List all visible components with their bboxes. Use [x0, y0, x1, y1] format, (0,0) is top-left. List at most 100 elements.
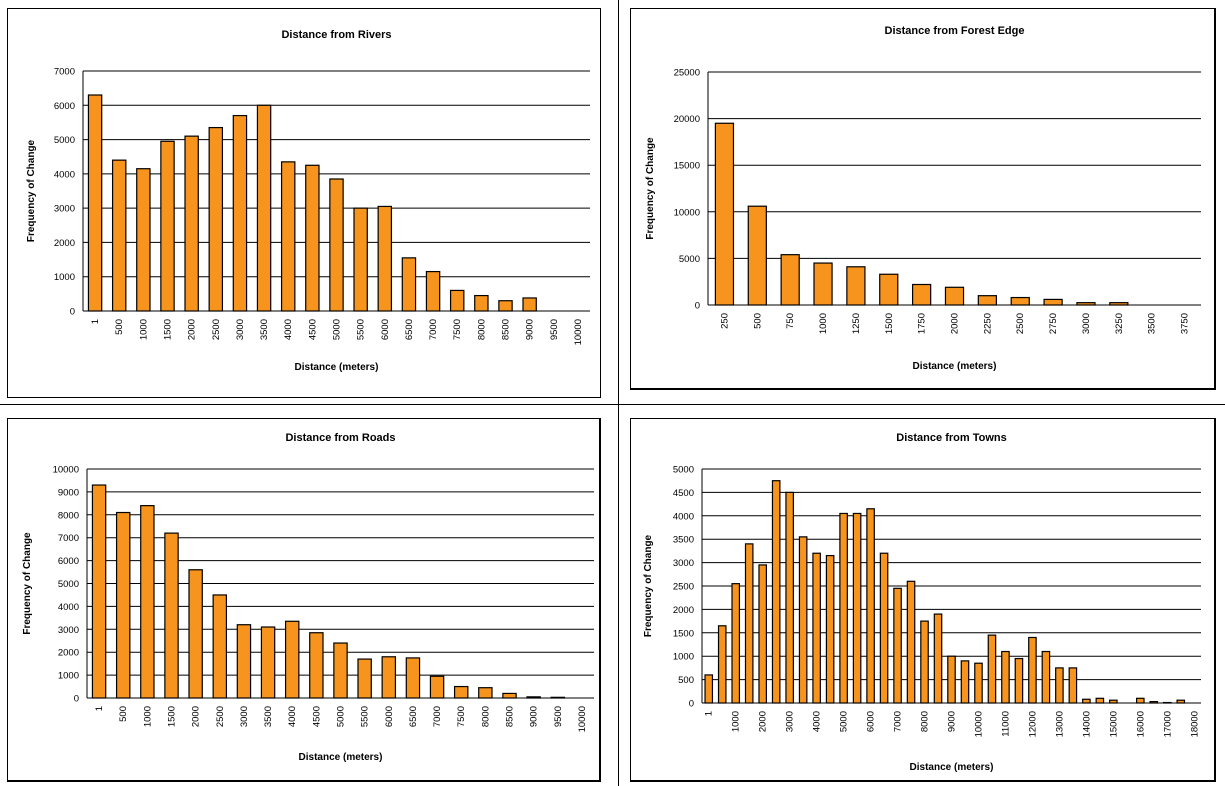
x-axis-label: Distance (meters) — [299, 752, 383, 763]
x-tick-label: 2000 — [758, 711, 769, 732]
bar — [747, 205, 767, 306]
bar — [91, 484, 107, 699]
x-tick-label: 1000 — [731, 711, 742, 732]
y-tick-label: 10000 — [674, 207, 700, 218]
vertical-divider — [618, 0, 619, 786]
bar — [798, 536, 808, 704]
bar — [960, 660, 970, 704]
bar — [429, 675, 445, 699]
x-tick-label: 3000 — [1081, 313, 1092, 334]
bar — [164, 532, 179, 699]
x-tick-label: 10000 — [573, 319, 584, 345]
bar — [550, 696, 566, 699]
x-tick-label: 750 — [785, 313, 796, 329]
y-tick-label: 5000 — [58, 579, 79, 590]
x-tick-label: 4500 — [311, 706, 322, 727]
y-tick-label: 0 — [70, 307, 75, 318]
y-tick-label: 1000 — [673, 652, 694, 663]
x-tick-label: 7000 — [432, 706, 443, 727]
x-tick-label: 12000 — [1027, 711, 1038, 737]
bar — [947, 655, 956, 704]
x-tick-label: 9000 — [529, 706, 540, 727]
bar — [1176, 699, 1186, 704]
bar — [405, 657, 421, 699]
x-tick-label: 6000 — [866, 711, 877, 732]
chart-title: Distance from Forest Edge — [885, 25, 1025, 37]
y-tick-label: 1000 — [54, 272, 75, 283]
x-tick-label: 3000 — [235, 319, 246, 340]
bar — [478, 687, 493, 699]
x-tick-label: 3250 — [1114, 313, 1125, 334]
x-tick-label: 1500 — [163, 319, 174, 340]
bar — [425, 270, 441, 312]
x-tick-label: 6000 — [384, 706, 395, 727]
y-tick-label: 5000 — [673, 465, 694, 476]
bar — [1095, 697, 1105, 704]
x-tick-label: 1500 — [167, 706, 178, 727]
y-tick-label: 4500 — [673, 488, 694, 499]
chart-panel-roads: Distance from Roads 0 1000 2000 3000 4000 5000… — [7, 418, 601, 782]
y-axis-label: Frequency of Change — [645, 137, 656, 240]
x-tick-label: 8000 — [920, 711, 931, 732]
bar — [1043, 298, 1063, 306]
bar — [136, 168, 151, 312]
x-tick-label: 2000 — [191, 706, 202, 727]
bar — [731, 583, 741, 704]
bar — [879, 273, 899, 306]
y-tick-label: 4000 — [58, 602, 79, 613]
y-tick-label: 3000 — [673, 558, 694, 569]
y-tick-label: 15000 — [674, 161, 700, 172]
x-tick-label: 7500 — [452, 319, 463, 340]
x-tick-label: 1000 — [818, 313, 829, 334]
x-tick-label: 3750 — [1180, 313, 1191, 334]
x-tick-label: 3500 — [263, 706, 274, 727]
bar — [846, 266, 866, 306]
y-tick-label: 7000 — [58, 533, 79, 544]
x-tick-label: 6000 — [380, 319, 391, 340]
y-tick-label: 2000 — [54, 238, 75, 249]
bar — [1076, 302, 1096, 306]
bar — [933, 613, 943, 704]
x-tick-label: 3500 — [259, 319, 270, 340]
x-tick-label: 5000 — [332, 319, 343, 340]
x-tick-label: 500 — [752, 313, 763, 329]
bar — [208, 126, 224, 312]
x-tick-label: 6500 — [404, 319, 415, 340]
x-tick-label: 1000 — [142, 706, 153, 727]
bar — [906, 580, 916, 704]
y-tick-label: 10000 — [53, 465, 79, 476]
y-tick-label: 7000 — [54, 67, 75, 78]
bar — [839, 512, 848, 704]
x-tick-label: 11000 — [1000, 711, 1011, 737]
x-tick-label: 5000 — [336, 706, 347, 727]
y-tick-label: 3500 — [673, 535, 694, 546]
y-tick-label: 2500 — [673, 582, 694, 593]
bar — [232, 114, 248, 312]
x-tick-label: 1750 — [917, 313, 928, 334]
bar — [256, 104, 272, 312]
x-tick-label: 500 — [114, 319, 125, 335]
x-tick-label: 4000 — [287, 706, 298, 727]
bar — [115, 511, 131, 699]
bar — [714, 122, 735, 306]
x-tick-label: 8000 — [476, 319, 487, 340]
bar — [526, 696, 541, 699]
bar — [280, 161, 296, 312]
x-tick-label: 17000 — [1162, 711, 1173, 737]
bar — [911, 283, 932, 306]
bar — [1109, 302, 1129, 306]
bar — [1014, 657, 1024, 704]
x-axis-label: Distance (meters) — [913, 361, 997, 372]
bar — [780, 254, 800, 306]
bar — [260, 626, 276, 699]
bar — [184, 135, 199, 312]
bar — [1028, 636, 1037, 704]
bar — [704, 674, 714, 704]
x-tick-label: 9000 — [947, 711, 958, 732]
bar — [771, 480, 781, 704]
bar — [498, 300, 513, 312]
y-tick-label: 6000 — [58, 556, 79, 567]
y-axis-label: Frequency of Change — [643, 534, 654, 637]
x-tick-label: 10000 — [577, 706, 588, 732]
x-tick-label: 10000 — [973, 711, 984, 737]
